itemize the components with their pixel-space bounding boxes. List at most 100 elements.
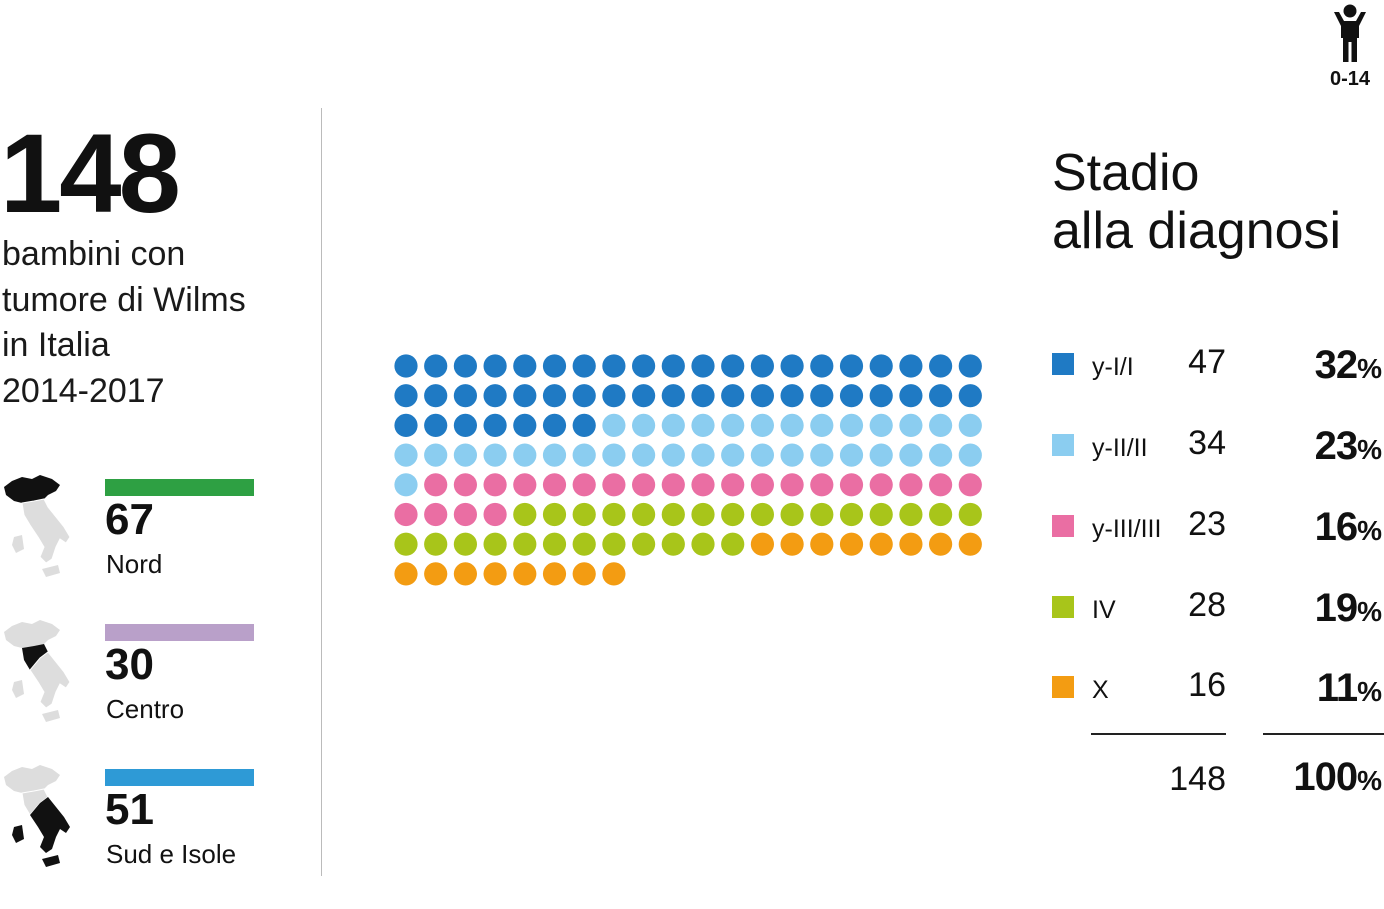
region-nord: 67 Nord [0, 475, 300, 619]
waffle-dot-series-1 [958, 443, 982, 467]
waffle-dot-series-4 [602, 562, 626, 586]
waffle-dot-series-3 [869, 502, 893, 527]
waffle-dot-series-1 [958, 413, 982, 437]
waffle-dot-series-0 [394, 384, 418, 408]
waffle-dot-series-4 [780, 532, 804, 556]
waffle-dot-series-4 [542, 562, 567, 586]
subtitle-line: 2014-2017 [2, 371, 165, 410]
italy-map-south-icon [4, 765, 70, 867]
waffle-dot-series-2 [453, 473, 477, 497]
total-count-rule [1091, 733, 1226, 735]
waffle-dot-series-0 [453, 354, 477, 378]
waffle-dot-series-4 [394, 562, 418, 586]
waffle-dot-series-1 [750, 443, 774, 467]
waffle-dot-series-1 [780, 443, 804, 467]
legend-percent: 23% [1314, 424, 1382, 468]
waffle-dot-series-3 [750, 502, 774, 527]
waffle-dot-series-1 [839, 443, 864, 467]
waffle-dot-series-0 [483, 384, 507, 408]
headline-number: 148 [0, 111, 181, 236]
waffle-dot-series-0 [929, 384, 953, 408]
age-group-label: 0-14 [1329, 68, 1371, 90]
legend-row-stage-4: IV 28 19% [1052, 586, 1384, 632]
total-count: 148 [1169, 760, 1226, 798]
legend-row-stage-2: y-II/II 34 23% [1052, 424, 1384, 470]
legend-swatch [1052, 515, 1074, 537]
waffle-dot-series-1 [661, 443, 685, 467]
waffle-dot-series-3 [602, 502, 626, 527]
region-count: 51 [105, 785, 154, 834]
waffle-dot-series-3 [453, 532, 477, 556]
waffle-dot-series-0 [721, 354, 745, 378]
legend-count: 16 [1188, 666, 1226, 704]
waffle-dot-series-1 [899, 413, 923, 437]
waffle-dot-series-4 [424, 562, 448, 586]
waffle-dot-series-0 [542, 354, 567, 378]
child-icon [1334, 4, 1366, 62]
waffle-dot-series-3 [958, 502, 982, 527]
waffle-dot-series-0 [691, 354, 715, 378]
waffle-dot-series-0 [810, 354, 834, 378]
waffle-dot-series-1 [810, 413, 834, 437]
waffle-dot-series-0 [899, 384, 923, 408]
waffle-dot-series-0 [424, 384, 448, 408]
waffle-dot-series-2 [810, 473, 834, 497]
subtitle-line: bambini con [2, 235, 186, 273]
legend-label: y-I/I [1092, 353, 1134, 381]
region-bar [105, 769, 254, 786]
waffle-dot-series-3 [929, 502, 953, 527]
waffle-dot-series-2 [453, 502, 477, 527]
waffle-dot-series-0 [869, 384, 893, 408]
waffle-dot-series-0 [750, 384, 774, 408]
waffle-dot-series-0 [958, 354, 982, 378]
waffle-dot-series-1 [810, 443, 834, 467]
waffle-dot-series-1 [572, 443, 596, 467]
waffle-dot-series-3 [632, 502, 656, 527]
waffle-dot-series-0 [780, 384, 804, 408]
waffle-dot-series-4 [513, 562, 537, 586]
waffle-dot-series-0 [513, 384, 537, 408]
waffle-dot-series-2 [780, 473, 804, 497]
waffle-dot-series-0 [750, 354, 774, 378]
waffle-dot-series-2 [869, 473, 893, 497]
waffle-dot-series-1 [691, 413, 715, 437]
waffle-dot-series-2 [483, 502, 507, 527]
legend-count: 28 [1188, 586, 1226, 624]
legend-title: Stadio alla diagnosi [1052, 144, 1341, 260]
waffle-dot-series-4 [958, 532, 982, 556]
waffle-dot-series-1 [632, 413, 656, 437]
waffle-dot-series-0 [661, 354, 685, 378]
waffle-dot-series-1 [602, 413, 626, 437]
waffle-dot-series-0 [453, 384, 477, 408]
waffle-dot-series-0 [394, 413, 418, 437]
waffle-dot-series-2 [721, 473, 745, 497]
waffle-dot-series-0 [632, 354, 656, 378]
waffle-dot-series-3 [721, 532, 745, 556]
region-sud-isole: 51 Sud e Isole [0, 765, 300, 909]
headline-subtitle: bambini con tumore di Wilms in Italia 20… [2, 232, 312, 414]
waffle-chart [394, 354, 982, 586]
italy-map-center-icon [4, 620, 71, 722]
waffle-dot-series-0 [958, 384, 982, 408]
waffle-dot-series-1 [542, 443, 567, 467]
waffle-dot-series-3 [394, 532, 418, 556]
waffle-dot-series-0 [602, 354, 626, 378]
waffle-dot-series-2 [424, 473, 448, 497]
waffle-dot-series-4 [869, 532, 893, 556]
waffle-dot-series-0 [424, 413, 448, 437]
waffle-dot-series-2 [542, 473, 567, 497]
waffle-dot-series-2 [958, 473, 982, 497]
region-name: Nord [106, 549, 163, 579]
waffle-dot-series-1 [691, 443, 715, 467]
waffle-dot-series-1 [661, 413, 685, 437]
waffle-dot-series-3 [661, 502, 685, 527]
waffle-dot-series-0 [810, 384, 834, 408]
legend-count: 34 [1188, 424, 1226, 462]
waffle-dot-series-2 [394, 502, 418, 527]
waffle-dot-series-3 [839, 502, 864, 527]
vertical-divider [321, 108, 322, 876]
region-name: Sud e Isole [106, 839, 237, 869]
waffle-dot-series-1 [513, 443, 537, 467]
waffle-dot-series-2 [899, 473, 923, 497]
region-bar [105, 479, 254, 496]
